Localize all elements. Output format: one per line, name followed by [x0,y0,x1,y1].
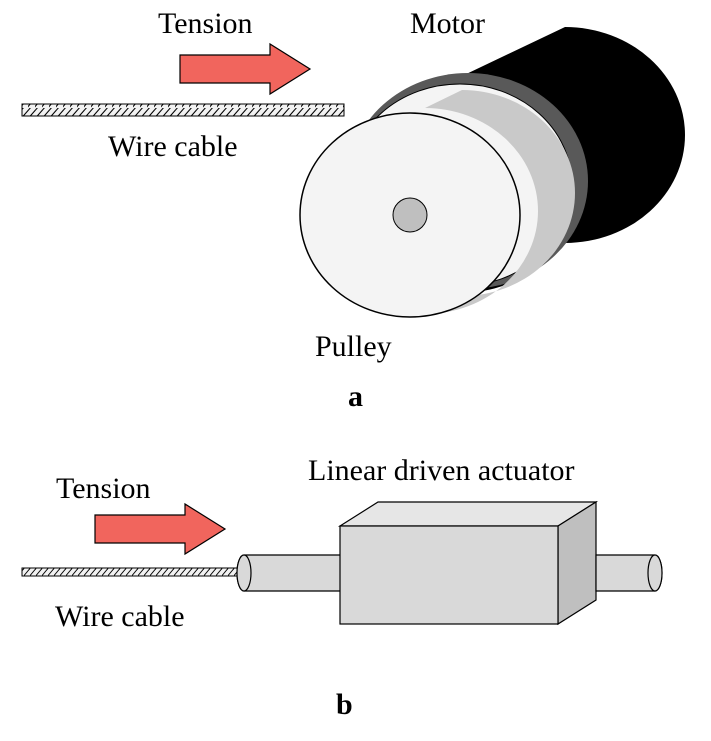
label-tension-b: Tension [56,472,151,506]
wire-cable-a [22,104,344,116]
tension-arrow-a [180,44,310,94]
figure-letter-a: a [348,380,363,414]
figure-letter-b: b [336,688,353,722]
label-linear-actuator: Linear driven actuator [308,454,575,488]
actuator-shaft-right [596,555,662,591]
tension-arrow-b [95,504,225,554]
linear-actuator-body [340,502,596,624]
wire-cable-b [22,568,237,576]
label-wire-b: Wire cable [55,600,185,634]
actuator-shaft-left [237,555,344,591]
label-tension-a: Tension [158,7,253,41]
label-motor: Motor [410,7,485,41]
label-pulley: Pulley [315,330,392,364]
pulley [300,113,520,317]
label-wire-a: Wire cable [108,130,238,164]
